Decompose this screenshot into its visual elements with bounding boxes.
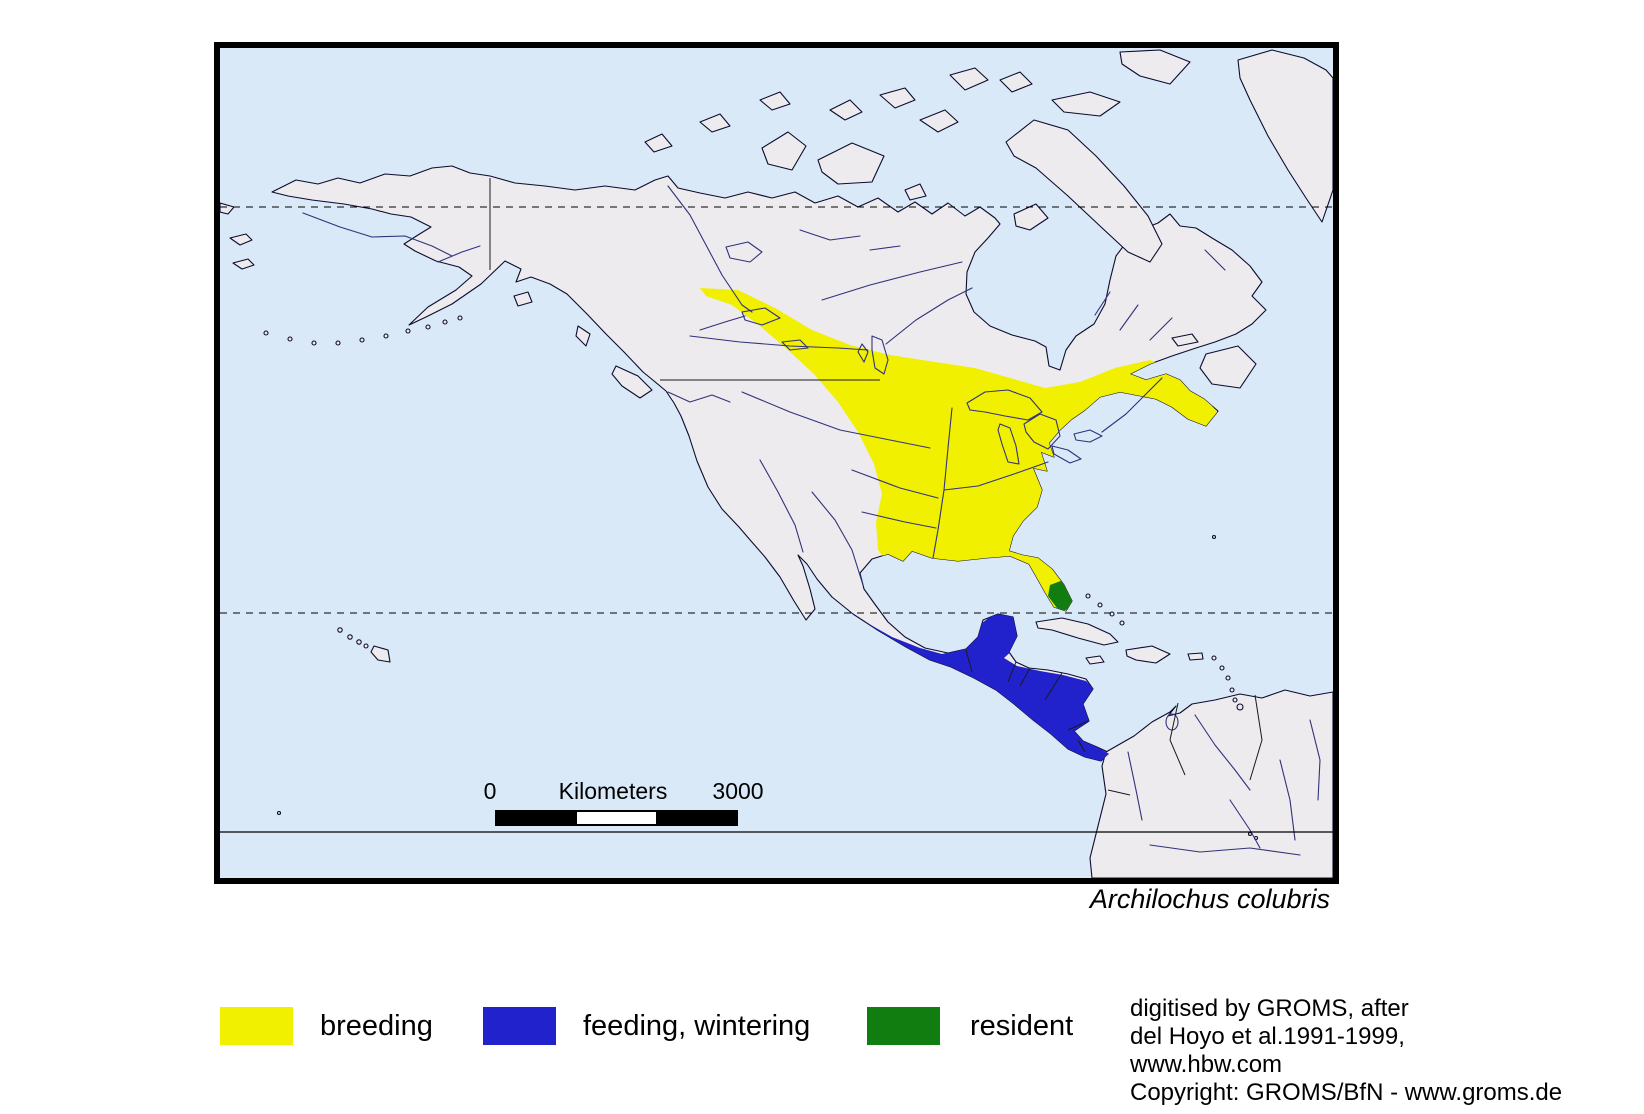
resident-swatch-rect: [867, 1007, 940, 1045]
vancouver-island: [611, 365, 653, 399]
attribution-line: www.hbw.com: [1130, 1051, 1283, 1078]
attribution-line: digitised by GROMS, after: [1130, 995, 1409, 1022]
newfoundland: [1199, 345, 1257, 389]
species-caption: Archilochus colubris: [1089, 884, 1330, 914]
hawaii-big-island: [370, 645, 391, 663]
breeding-swatch-rect: [220, 1007, 293, 1045]
map-frame: 0 Kilometers 3000: [214, 42, 1339, 884]
distribution-map: [220, 48, 1333, 878]
breeding-region: [700, 288, 1235, 627]
islands-group: [220, 49, 1333, 841]
lakes-group: [725, 241, 1179, 731]
scale-bar-rule: [495, 810, 738, 826]
political-borders: [489, 178, 1263, 796]
legend-label-resident: resident: [970, 1010, 1074, 1042]
legend-label-breeding: breeding: [320, 1010, 433, 1042]
hispaniola: [1125, 645, 1171, 664]
graticule: [220, 206, 1333, 833]
scale-bar: 0 Kilometers 3000: [473, 778, 773, 832]
south-america: [1089, 689, 1333, 878]
rivers-group: [302, 185, 1321, 856]
feeding-wintering-swatch: [483, 1007, 556, 1045]
feeding-wintering-swatch-rect: [483, 1007, 556, 1045]
breeding-swatch: [220, 1007, 293, 1045]
cuba: [1035, 617, 1119, 646]
scale-segment-white: [576, 812, 657, 824]
attribution: digitised by GROMS, after del Hoyo et al…: [1130, 995, 1562, 1107]
legend-label-feeding-wintering: feeding, wintering: [583, 1010, 811, 1042]
scale-max-label: 3000: [712, 778, 764, 804]
attribution-line: del Hoyo et al.1991-1999,: [1130, 1023, 1405, 1050]
greenland: [1237, 49, 1333, 223]
scale-segment-black-1: [497, 812, 577, 824]
scale-zero-label: 0: [483, 778, 497, 804]
feeding-wintering-region: [813, 577, 1111, 761]
resident-swatch: [867, 1007, 940, 1045]
scale-unit-label: Kilometers: [558, 778, 668, 804]
attribution-line: Copyright: GROMS/BfN - www.groms.de: [1130, 1079, 1563, 1106]
land-group: [220, 49, 1333, 878]
scale-segment-black-2: [656, 812, 737, 824]
